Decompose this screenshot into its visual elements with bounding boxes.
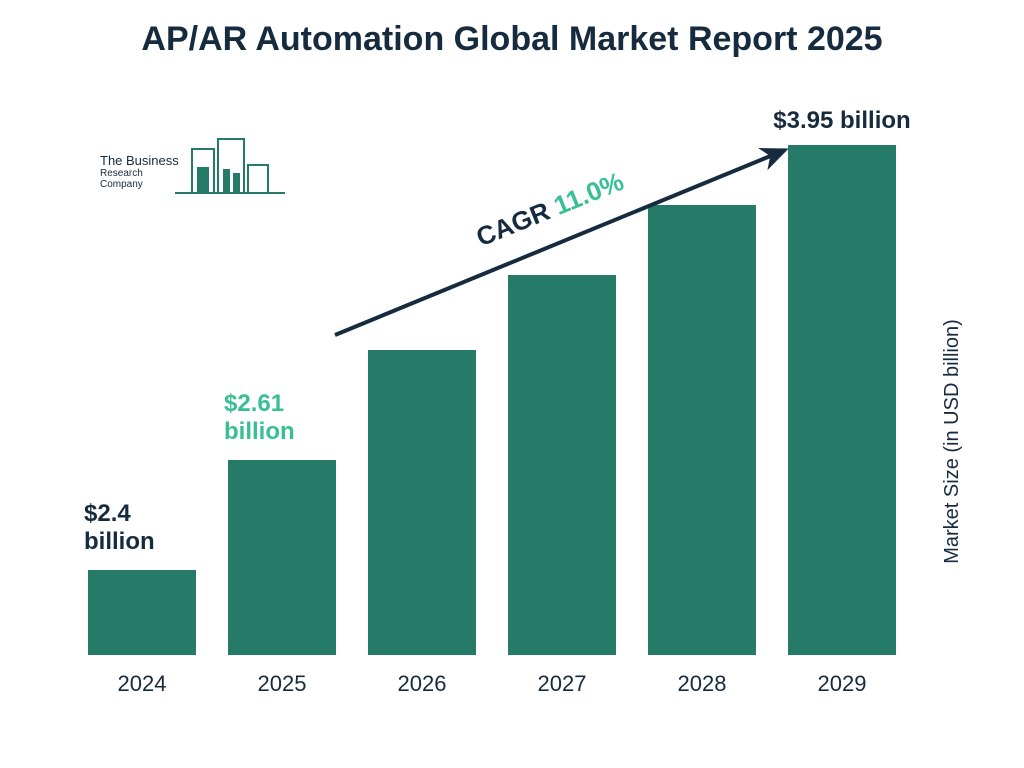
x-axis-tick-label: 2028 bbox=[648, 671, 756, 697]
y-axis-label: Market Size (in USD billion) bbox=[941, 319, 964, 564]
chart-bar bbox=[228, 460, 336, 655]
chart-title: AP/AR Automation Global Market Report 20… bbox=[0, 18, 1024, 61]
x-axis-tick-label: 2024 bbox=[88, 671, 196, 697]
chart-bar bbox=[788, 145, 896, 655]
chart-bar bbox=[648, 205, 756, 655]
page-root: AP/AR Automation Global Market Report 20… bbox=[0, 0, 1024, 768]
x-axis-tick-label: 2027 bbox=[508, 671, 616, 697]
chart-bar bbox=[508, 275, 616, 655]
x-axis-tick-label: 2025 bbox=[228, 671, 336, 697]
chart-bar bbox=[88, 570, 196, 655]
chart-bar bbox=[368, 350, 476, 655]
bar-value-label: $2.4billion bbox=[84, 500, 200, 555]
x-axis-tick-label: 2029 bbox=[788, 671, 896, 697]
x-axis-tick-label: 2026 bbox=[368, 671, 476, 697]
bar-value-label: $3.95 billion bbox=[758, 107, 926, 135]
bar-value-label: $2.61billion bbox=[224, 390, 340, 445]
